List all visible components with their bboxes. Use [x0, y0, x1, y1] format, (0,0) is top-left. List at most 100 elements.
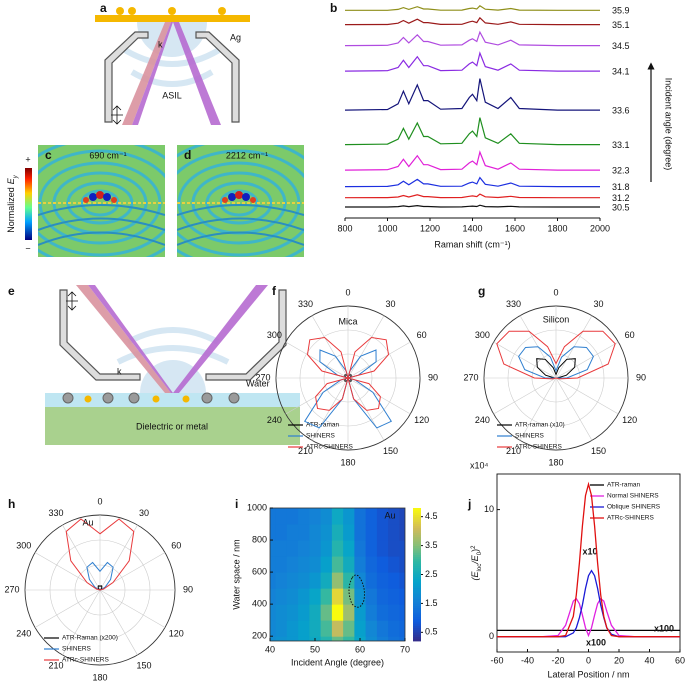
y-axis-title-part: ) [470, 549, 480, 552]
polar-grid-line [99, 524, 138, 591]
heatmap-cell [320, 556, 333, 573]
colorbar-slice [413, 556, 421, 560]
colorbar-slice [413, 616, 421, 620]
heatmap-cell [365, 540, 378, 557]
heatmap-cell [331, 588, 344, 605]
plot-frame [269, 507, 406, 642]
x-tick-label: -60 [490, 655, 503, 665]
heatmap-cell [298, 556, 310, 573]
heatmap-cell [275, 572, 288, 589]
spectrum [344, 78, 600, 111]
colorbar-slice [413, 605, 421, 609]
heatmap-cell [309, 524, 322, 541]
heatmap-cell [275, 588, 288, 605]
colorbar-slice [413, 625, 421, 629]
diagram-e-shape [116, 345, 230, 365]
diagram-e-shape [140, 360, 206, 393]
x-tick-label: 1000 [377, 223, 397, 233]
y-tick-label: 800 [252, 534, 267, 544]
diagram-e-shape [59, 289, 141, 381]
diagram-e-shape [173, 285, 268, 393]
colorbar-slice [413, 541, 421, 544]
legend-label: ATRc-SHINERS [62, 657, 109, 664]
polar-grid-line [519, 377, 557, 441]
heatmap-cell [270, 620, 277, 637]
heatmap-cell [343, 524, 355, 541]
angle-tick-label: 180 [92, 672, 107, 682]
panel-label: j [467, 497, 471, 511]
heatmap-cell [275, 636, 288, 641]
heatmap-cell [354, 524, 367, 541]
colorbar-slice [413, 554, 421, 558]
heatmap-cell [331, 572, 344, 589]
heatmap-cell [286, 508, 299, 525]
diagram-a-shape [116, 7, 124, 15]
colorbar-min: − [25, 243, 30, 253]
legend-label: 35.9 [612, 6, 630, 16]
heatmap-cell [320, 636, 333, 641]
angle-tick-label: 30 [385, 299, 395, 309]
colorbar-slice [413, 519, 421, 522]
spectrum [344, 51, 600, 72]
heatmap-cell [270, 508, 277, 525]
heatmap-cell [270, 604, 277, 621]
diagram-a-shape [218, 7, 226, 15]
colorbar-slice [413, 614, 421, 618]
heatmap-cell [320, 588, 333, 605]
polar-grid-line [555, 377, 619, 415]
heatmap-cell [286, 636, 299, 641]
heatmap-cell [376, 556, 389, 573]
angle-tick-label: 0 [553, 287, 558, 297]
colorbar-slice [413, 552, 421, 555]
colorbar-slice [413, 587, 421, 591]
angle-tick-label: 330 [298, 299, 313, 309]
heatmap-cell [354, 620, 367, 637]
colorbar-slice [413, 607, 421, 611]
colorbar-slice [413, 632, 421, 635]
heatmap-cell [286, 540, 299, 557]
heatmap-cell [388, 604, 400, 621]
heatmap-cell [298, 620, 310, 637]
heatmap-cell [309, 572, 322, 589]
heatmap-cell [399, 540, 405, 557]
heatmap-cell [388, 556, 400, 573]
heatmap-cell [354, 556, 367, 573]
y-axis-title-part: (E [470, 570, 480, 580]
angle-tick-label: 300 [16, 540, 31, 550]
diagram-e-shape [62, 392, 74, 404]
diagram-e-shape [45, 393, 300, 407]
colorbar-slice [413, 572, 421, 575]
y-tick-label: 200 [252, 631, 267, 641]
angle-tick-label: 90 [183, 584, 193, 594]
heatmap-cell [343, 636, 355, 641]
colorbar-slice [413, 543, 421, 547]
heatmap-cell [270, 588, 277, 605]
heatmap-cell [331, 604, 344, 621]
heatmap-cell [309, 620, 322, 637]
colorbar-slice [413, 627, 421, 631]
heatmap-cell [399, 524, 405, 541]
legend-label: Normal SHINERS [607, 493, 659, 500]
legend-label: SHINERS [515, 433, 545, 440]
diagram-e-shape [228, 392, 240, 404]
colorbar-slice [413, 634, 421, 637]
heatmap-cell [286, 588, 299, 605]
panel-label: d [184, 148, 191, 162]
heatmap-cell [320, 604, 333, 621]
colorbar-slice [413, 629, 421, 633]
spectrum [344, 16, 600, 26]
diagram-a-shape [104, 31, 149, 123]
heatmap-cell [298, 636, 310, 641]
heatmap-cell [270, 572, 277, 589]
heatmap-cell [388, 508, 400, 525]
legend-label: 34.5 [612, 41, 630, 51]
colorbar-slice [413, 574, 421, 578]
heatmap-cell [376, 604, 389, 621]
colorbar-slice [413, 567, 421, 571]
colorbar-slice [413, 547, 421, 551]
angle-tick-label: 240 [267, 415, 282, 425]
polar-grid-line [347, 341, 411, 379]
colorbar-slice [413, 585, 421, 589]
legend-label: 31.8 [612, 182, 630, 192]
heatmap-cell [365, 636, 378, 641]
